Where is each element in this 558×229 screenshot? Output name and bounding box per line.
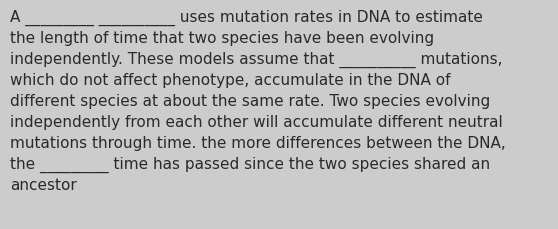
Text: the length of time that two species have been evolving: the length of time that two species have…	[10, 31, 434, 46]
Text: independently. These models assume that __________ mutations,: independently. These models assume that …	[10, 52, 503, 68]
Text: A _________ __________ uses mutation rates in DNA to estimate: A _________ __________ uses mutation rat…	[10, 10, 483, 26]
Text: different species at about the same rate. Two species evolving: different species at about the same rate…	[10, 94, 490, 109]
Text: which do not affect phenotype, accumulate in the DNA of: which do not affect phenotype, accumulat…	[10, 73, 450, 88]
Text: the _________ time has passed since the two species shared an: the _________ time has passed since the …	[10, 156, 490, 172]
Text: mutations through time. the more differences between the DNA,: mutations through time. the more differe…	[10, 135, 506, 150]
Text: independently from each other will accumulate different neutral: independently from each other will accum…	[10, 114, 503, 129]
Text: ancestor: ancestor	[10, 177, 77, 192]
